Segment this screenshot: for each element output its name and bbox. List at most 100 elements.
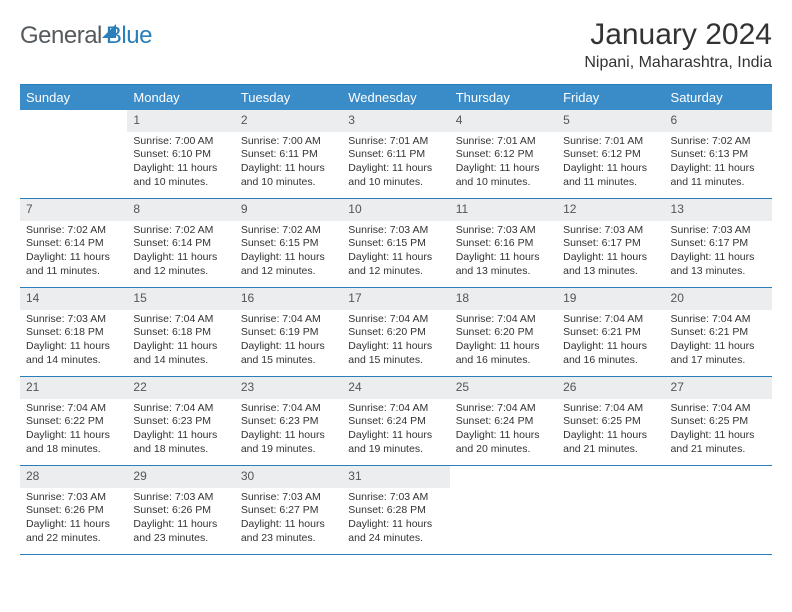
- sunrise-line: Sunrise: 7:04 AM: [133, 313, 228, 327]
- sunrise-line: Sunrise: 7:01 AM: [456, 135, 551, 149]
- daylight-line: Daylight: 11 hours and 11 minutes.: [671, 162, 766, 189]
- day-details: Sunrise: 7:03 AMSunset: 6:18 PMDaylight:…: [20, 310, 127, 374]
- calendar-day-cell: .: [557, 466, 664, 554]
- calendar-day-cell: 1Sunrise: 7:00 AMSunset: 6:10 PMDaylight…: [127, 110, 234, 198]
- sunrise-line: Sunrise: 7:04 AM: [348, 402, 443, 416]
- sunset-line: Sunset: 6:20 PM: [456, 326, 551, 340]
- sunset-line: Sunset: 6:25 PM: [671, 415, 766, 429]
- brand-text-1: General: [20, 22, 102, 50]
- sunrise-line: Sunrise: 7:04 AM: [241, 402, 336, 416]
- sunset-line: Sunset: 6:18 PM: [133, 326, 228, 340]
- daylight-line: Daylight: 11 hours and 18 minutes.: [26, 429, 121, 456]
- brand-text-2: Blue: [106, 22, 152, 50]
- sunrise-line: Sunrise: 7:03 AM: [348, 224, 443, 238]
- sunrise-line: Sunrise: 7:03 AM: [563, 224, 658, 238]
- day-number: 23: [235, 377, 342, 399]
- day-details: Sunrise: 7:00 AMSunset: 6:11 PMDaylight:…: [235, 132, 342, 196]
- day-details: Sunrise: 7:03 AMSunset: 6:17 PMDaylight:…: [557, 221, 664, 285]
- day-details: Sunrise: 7:04 AMSunset: 6:25 PMDaylight:…: [665, 399, 772, 463]
- day-number: 28: [20, 466, 127, 488]
- calendar-day-cell: 12Sunrise: 7:03 AMSunset: 6:17 PMDayligh…: [557, 199, 664, 287]
- day-number: 27: [665, 377, 772, 399]
- sunset-line: Sunset: 6:13 PM: [671, 148, 766, 162]
- daylight-line: Daylight: 11 hours and 13 minutes.: [456, 251, 551, 278]
- calendar-day-cell: 16Sunrise: 7:04 AMSunset: 6:19 PMDayligh…: [235, 288, 342, 376]
- calendar-week-row: 21Sunrise: 7:04 AMSunset: 6:22 PMDayligh…: [20, 377, 772, 466]
- day-details: Sunrise: 7:03 AMSunset: 6:15 PMDaylight:…: [342, 221, 449, 285]
- sunset-line: Sunset: 6:24 PM: [348, 415, 443, 429]
- sunrise-line: Sunrise: 7:02 AM: [241, 224, 336, 238]
- day-details: Sunrise: 7:04 AMSunset: 6:20 PMDaylight:…: [342, 310, 449, 374]
- weekday-header-cell: Friday: [557, 85, 664, 110]
- day-number: 3: [342, 110, 449, 132]
- sunrise-line: Sunrise: 7:00 AM: [241, 135, 336, 149]
- calendar-day-cell: 23Sunrise: 7:04 AMSunset: 6:23 PMDayligh…: [235, 377, 342, 465]
- day-number: 16: [235, 288, 342, 310]
- weekday-header-cell: Sunday: [20, 85, 127, 110]
- daylight-line: Daylight: 11 hours and 14 minutes.: [26, 340, 121, 367]
- sunset-line: Sunset: 6:24 PM: [456, 415, 551, 429]
- sunrise-line: Sunrise: 7:03 AM: [133, 491, 228, 505]
- sunset-line: Sunset: 6:25 PM: [563, 415, 658, 429]
- daylight-line: Daylight: 11 hours and 10 minutes.: [241, 162, 336, 189]
- sunset-line: Sunset: 6:12 PM: [563, 148, 658, 162]
- day-details: Sunrise: 7:03 AMSunset: 6:16 PMDaylight:…: [450, 221, 557, 285]
- daylight-line: Daylight: 11 hours and 12 minutes.: [348, 251, 443, 278]
- day-details: Sunrise: 7:04 AMSunset: 6:23 PMDaylight:…: [127, 399, 234, 463]
- day-details: Sunrise: 7:04 AMSunset: 6:22 PMDaylight:…: [20, 399, 127, 463]
- calendar-day-cell: 30Sunrise: 7:03 AMSunset: 6:27 PMDayligh…: [235, 466, 342, 554]
- calendar-day-cell: 28Sunrise: 7:03 AMSunset: 6:26 PMDayligh…: [20, 466, 127, 554]
- calendar-day-cell: 20Sunrise: 7:04 AMSunset: 6:21 PMDayligh…: [665, 288, 772, 376]
- sunrise-line: Sunrise: 7:03 AM: [241, 491, 336, 505]
- daylight-line: Daylight: 11 hours and 19 minutes.: [348, 429, 443, 456]
- day-number: 26: [557, 377, 664, 399]
- calendar-day-cell: 26Sunrise: 7:04 AMSunset: 6:25 PMDayligh…: [557, 377, 664, 465]
- day-details: Sunrise: 7:03 AMSunset: 6:27 PMDaylight:…: [235, 488, 342, 552]
- day-number: 14: [20, 288, 127, 310]
- sunset-line: Sunset: 6:17 PM: [563, 237, 658, 251]
- day-details: Sunrise: 7:04 AMSunset: 6:24 PMDaylight:…: [342, 399, 449, 463]
- day-details: Sunrise: 7:02 AMSunset: 6:15 PMDaylight:…: [235, 221, 342, 285]
- sunset-line: Sunset: 6:26 PM: [26, 504, 121, 518]
- daylight-line: Daylight: 11 hours and 12 minutes.: [241, 251, 336, 278]
- day-number: 29: [127, 466, 234, 488]
- header: General Blue January 2024 Nipani, Mahara…: [20, 18, 772, 72]
- day-number: 11: [450, 199, 557, 221]
- day-number: 7: [20, 199, 127, 221]
- calendar-day-cell: 5Sunrise: 7:01 AMSunset: 6:12 PMDaylight…: [557, 110, 664, 198]
- day-details: Sunrise: 7:02 AMSunset: 6:13 PMDaylight:…: [665, 132, 772, 196]
- day-details: Sunrise: 7:03 AMSunset: 6:17 PMDaylight:…: [665, 221, 772, 285]
- calendar-day-cell: 18Sunrise: 7:04 AMSunset: 6:20 PMDayligh…: [450, 288, 557, 376]
- day-number: 1: [127, 110, 234, 132]
- weekday-header-cell: Monday: [127, 85, 234, 110]
- calendar-day-cell: 14Sunrise: 7:03 AMSunset: 6:18 PMDayligh…: [20, 288, 127, 376]
- calendar-day-cell: 10Sunrise: 7:03 AMSunset: 6:15 PMDayligh…: [342, 199, 449, 287]
- daylight-line: Daylight: 11 hours and 24 minutes.: [348, 518, 443, 545]
- sunrise-line: Sunrise: 7:04 AM: [456, 313, 551, 327]
- day-details: Sunrise: 7:01 AMSunset: 6:12 PMDaylight:…: [557, 132, 664, 196]
- sunrise-line: Sunrise: 7:00 AM: [133, 135, 228, 149]
- calendar-day-cell: 3Sunrise: 7:01 AMSunset: 6:11 PMDaylight…: [342, 110, 449, 198]
- day-details: Sunrise: 7:03 AMSunset: 6:26 PMDaylight:…: [20, 488, 127, 552]
- sunrise-line: Sunrise: 7:04 AM: [26, 402, 121, 416]
- sunrise-line: Sunrise: 7:02 AM: [26, 224, 121, 238]
- day-details: Sunrise: 7:04 AMSunset: 6:19 PMDaylight:…: [235, 310, 342, 374]
- calendar-day-cell: 4Sunrise: 7:01 AMSunset: 6:12 PMDaylight…: [450, 110, 557, 198]
- month-title: January 2024: [584, 18, 772, 52]
- day-details: Sunrise: 7:01 AMSunset: 6:11 PMDaylight:…: [342, 132, 449, 196]
- brand-logo: General Blue: [20, 18, 152, 50]
- day-number: 15: [127, 288, 234, 310]
- day-number: 12: [557, 199, 664, 221]
- day-number: 13: [665, 199, 772, 221]
- day-details: Sunrise: 7:03 AMSunset: 6:26 PMDaylight:…: [127, 488, 234, 552]
- calendar-day-cell: 21Sunrise: 7:04 AMSunset: 6:22 PMDayligh…: [20, 377, 127, 465]
- daylight-line: Daylight: 11 hours and 10 minutes.: [348, 162, 443, 189]
- sunset-line: Sunset: 6:10 PM: [133, 148, 228, 162]
- day-number: 8: [127, 199, 234, 221]
- daylight-line: Daylight: 11 hours and 15 minutes.: [241, 340, 336, 367]
- daylight-line: Daylight: 11 hours and 20 minutes.: [456, 429, 551, 456]
- calendar-day-cell: 31Sunrise: 7:03 AMSunset: 6:28 PMDayligh…: [342, 466, 449, 554]
- calendar-day-cell: 25Sunrise: 7:04 AMSunset: 6:24 PMDayligh…: [450, 377, 557, 465]
- sunset-line: Sunset: 6:16 PM: [456, 237, 551, 251]
- calendar-day-cell: .: [665, 466, 772, 554]
